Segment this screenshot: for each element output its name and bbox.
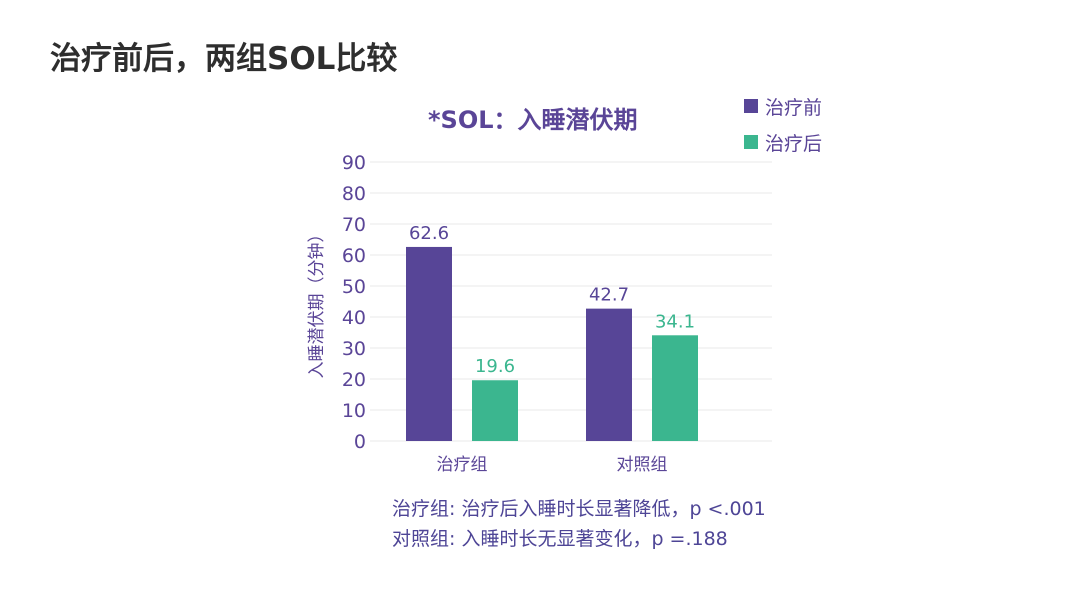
y-tick-label: 90: [342, 152, 366, 174]
y-tick-label: 70: [342, 214, 366, 236]
legend-label-after: 治疗后: [765, 132, 823, 155]
legend-item-before: 治疗前: [744, 88, 822, 124]
page-title: 治疗前后，两组SOL比较: [50, 41, 398, 77]
y-axis-label: 入睡潜伏期（分钟）: [307, 226, 327, 379]
chart-legend: 治疗前 治疗后: [744, 88, 822, 160]
x-category-label: 治疗组: [437, 455, 488, 475]
note-control: 对照组: 入睡时长无显著变化，p =.188: [392, 528, 728, 550]
data-label: 19.6: [475, 356, 515, 377]
bar-after: [472, 380, 518, 441]
y-tick-label: 0: [354, 431, 366, 453]
bar-after: [652, 335, 698, 441]
chart-title: *SOL：入睡潜伏期: [428, 106, 638, 134]
data-label: 62.6: [409, 223, 449, 244]
legend-item-after: 治疗后: [744, 124, 822, 160]
legend-swatch-after: [744, 135, 758, 149]
notes: 治疗组: 治疗后入睡时长显著降低，p <.001 对照组: 入睡时长无显著变化，…: [392, 494, 766, 554]
y-tick-label: 80: [342, 183, 366, 205]
bar-before: [586, 308, 632, 441]
x-category-label: 对照组: [617, 455, 668, 475]
y-tick-label: 40: [342, 307, 366, 329]
y-tick-label: 60: [342, 245, 366, 267]
note-treatment: 治疗组: 治疗后入睡时长显著降低，p <.001: [392, 498, 766, 520]
legend-label-before: 治疗前: [765, 96, 823, 119]
bar-before: [406, 246, 452, 441]
y-tick-label: 50: [342, 276, 366, 298]
x-axis-categories: 治疗组 对照组: [437, 455, 668, 475]
legend-swatch-before: [744, 99, 758, 113]
data-label: 42.7: [589, 285, 629, 306]
y-axis-ticks: 0 10 20 30 40 50 60 70 80 90: [342, 152, 366, 453]
data-label: 34.1: [655, 311, 695, 332]
y-tick-label: 10: [342, 400, 366, 422]
y-tick-label: 20: [342, 369, 366, 391]
bars: 62.6 19.6 42.7 34.1: [406, 223, 698, 441]
y-tick-label: 30: [342, 338, 366, 360]
